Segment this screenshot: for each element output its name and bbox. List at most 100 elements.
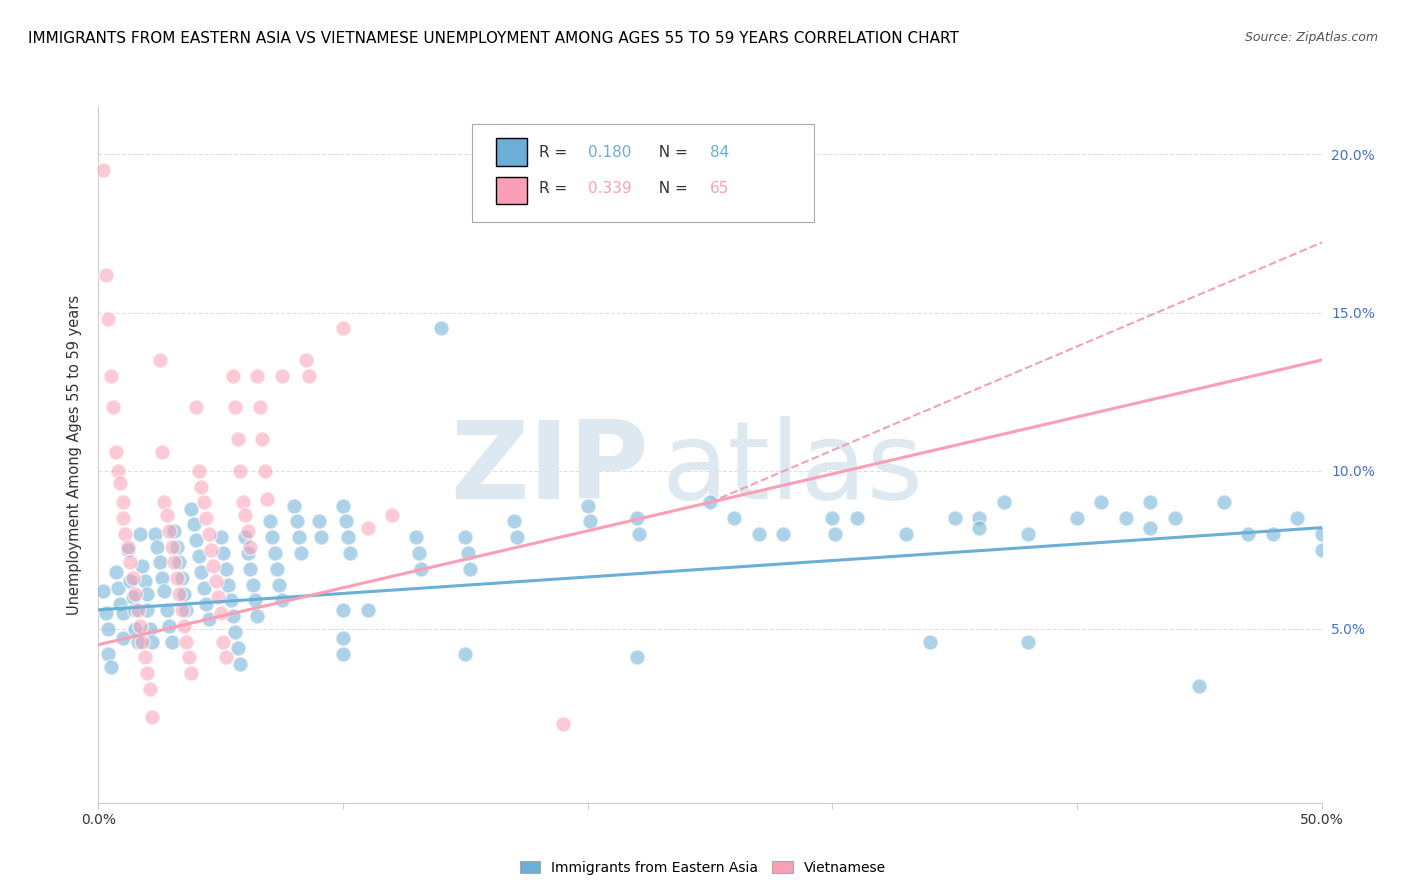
Point: [224, 625, 246, 640]
Point: [157, 618, 180, 632]
Point: [100, 660, 122, 674]
Point: [408, 546, 430, 560]
Point: [309, 530, 332, 544]
Point: [824, 527, 846, 541]
Point: [1115, 511, 1137, 525]
Point: [200, 542, 222, 557]
Point: [222, 368, 245, 383]
Point: [458, 562, 481, 576]
Point: [156, 603, 179, 617]
Point: [339, 546, 361, 560]
Point: [253, 464, 276, 478]
Point: [1017, 527, 1039, 541]
Point: [1310, 542, 1333, 557]
Point: [233, 508, 256, 522]
Point: [195, 511, 218, 525]
Point: [626, 650, 648, 665]
Point: [101, 401, 124, 415]
Point: [229, 464, 252, 478]
Point: [332, 632, 354, 646]
Point: [336, 530, 359, 544]
Point: [285, 514, 308, 528]
Point: [124, 603, 146, 617]
Point: [1261, 527, 1284, 541]
Point: [214, 650, 236, 665]
Y-axis label: Unemployment Among Ages 55 to 59 years: Unemployment Among Ages 55 to 59 years: [67, 295, 83, 615]
Point: [167, 587, 190, 601]
Point: [124, 587, 146, 601]
Text: IMMIGRANTS FROM EASTERN ASIA VS VIETNAMESE UNEMPLOYMENT AMONG AGES 55 TO 59 YEAR: IMMIGRANTS FROM EASTERN ASIA VS VIETNAME…: [28, 31, 959, 46]
Point: [1066, 511, 1088, 525]
Point: [283, 499, 305, 513]
Point: [127, 603, 149, 617]
Point: [166, 571, 188, 585]
Point: [1017, 634, 1039, 648]
Point: [173, 587, 195, 601]
Point: [723, 511, 745, 525]
Point: [748, 527, 770, 541]
FancyBboxPatch shape: [471, 124, 814, 222]
Point: [821, 511, 844, 525]
Point: [920, 634, 942, 648]
Point: [121, 571, 143, 585]
Point: [160, 540, 183, 554]
Point: [553, 716, 575, 731]
Point: [163, 556, 186, 570]
Point: [1286, 511, 1309, 525]
Point: [176, 603, 198, 617]
Point: [141, 710, 163, 724]
Point: [214, 562, 236, 576]
Point: [166, 540, 188, 554]
Point: [356, 521, 378, 535]
Point: [149, 556, 172, 570]
Point: [127, 634, 149, 648]
Point: [186, 533, 208, 548]
Point: [506, 530, 529, 544]
Point: [190, 479, 212, 493]
Point: [332, 499, 354, 513]
Point: [124, 622, 146, 636]
Point: [186, 401, 208, 415]
Point: [131, 634, 153, 648]
Point: [457, 546, 479, 560]
Point: [579, 514, 602, 528]
Point: [1212, 495, 1234, 509]
Point: [94, 606, 117, 620]
Point: [160, 634, 183, 648]
Point: [628, 527, 651, 541]
Point: [136, 587, 159, 601]
Point: [97, 312, 120, 326]
Point: [134, 650, 156, 665]
Point: [91, 583, 114, 598]
Point: [104, 565, 127, 579]
Point: [332, 647, 354, 661]
Point: [209, 606, 232, 620]
Point: [1188, 679, 1211, 693]
Point: [183, 517, 205, 532]
Point: [967, 521, 990, 535]
Text: Source: ZipAtlas.com: Source: ZipAtlas.com: [1244, 31, 1378, 45]
Point: [180, 501, 202, 516]
Point: [308, 514, 330, 528]
Point: [266, 562, 288, 576]
Point: [236, 524, 259, 538]
Point: [100, 368, 122, 383]
Point: [288, 530, 311, 544]
Point: [332, 603, 354, 617]
Point: [246, 609, 269, 624]
Text: atlas: atlas: [661, 416, 924, 522]
Point: [180, 666, 202, 681]
Point: [217, 577, 239, 591]
Point: [143, 527, 166, 541]
Point: [1310, 527, 1333, 541]
Point: [270, 368, 294, 383]
Point: [239, 540, 262, 554]
Point: [121, 591, 143, 605]
Point: [699, 495, 721, 509]
Point: [943, 511, 966, 525]
Point: [209, 530, 232, 544]
Text: R =: R =: [538, 181, 572, 196]
Point: [405, 530, 427, 544]
Point: [107, 464, 129, 478]
Point: [381, 508, 404, 522]
